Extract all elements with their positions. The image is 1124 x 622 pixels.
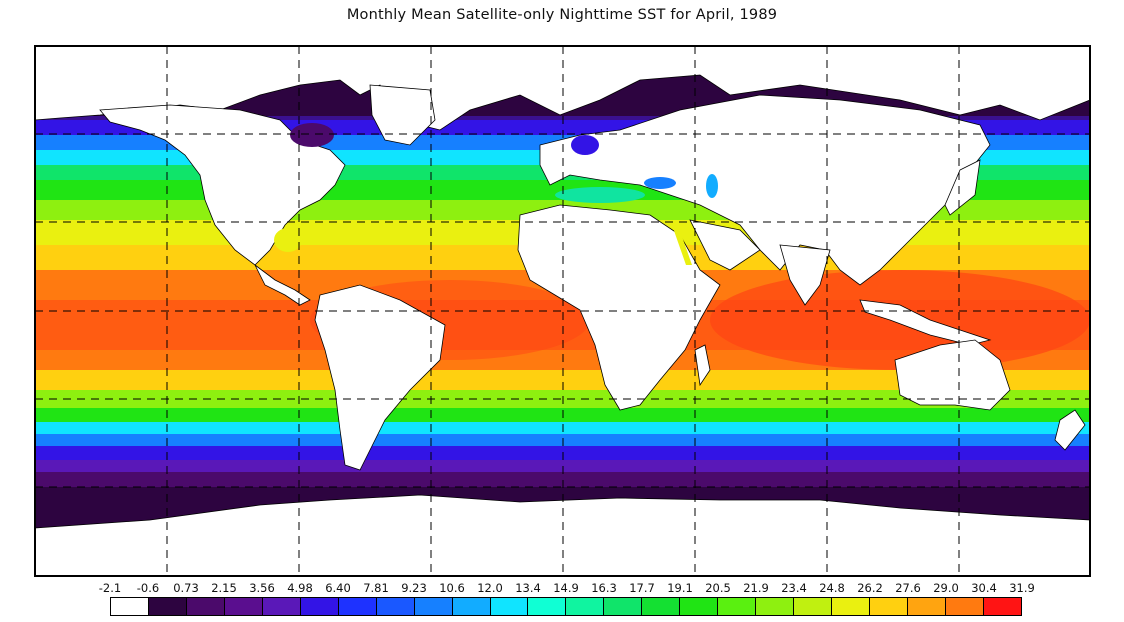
colorbar-tick-label: 16.3 [591, 581, 617, 595]
colorbar-swatch [148, 598, 187, 615]
colorbar-swatch [490, 598, 529, 615]
eurasia [539, 94, 991, 286]
colorbar-tick-labels: -2.1 -0.6 0.73 2.15 3.56 4.98 6.40 7.81 9.23 10.6… [0, 581, 1124, 597]
colorbar-tick-label: 27.6 [895, 581, 921, 595]
colorbar-swatch [224, 598, 263, 615]
colorbar-tick-label: 13.4 [515, 581, 541, 595]
colorbar-swatch [262, 598, 301, 615]
africa [517, 204, 721, 411]
mediterranean [555, 187, 645, 203]
colorbar-tick-label: 19.1 [667, 581, 693, 595]
colorbar-tick-label: 26.2 [857, 581, 883, 595]
colorbar-tick-label: 20.5 [705, 581, 731, 595]
sst-map [34, 45, 1091, 577]
colorbar-tick-label: 24.8 [819, 581, 845, 595]
black-sea [644, 177, 676, 189]
madagascar [694, 344, 711, 387]
colorbar-tick-label: 7.81 [363, 581, 389, 595]
colorbar-swatch [945, 598, 984, 615]
arabia [689, 219, 761, 271]
colorbar-swatch [338, 598, 377, 615]
colorbar-tick-label: 4.98 [287, 581, 313, 595]
hudson-bay [290, 123, 334, 147]
colorbar-swatch [642, 598, 681, 615]
colorbar-tick-label: 14.9 [553, 581, 579, 595]
colorbar-tick-label: 3.56 [249, 581, 275, 595]
baltic-sea [571, 135, 599, 155]
red-sea [672, 225, 692, 265]
inland-seas [274, 123, 718, 265]
colorbar-tick-label: 21.9 [743, 581, 769, 595]
page-title: Monthly Mean Satellite-only Nighttime SS… [346, 7, 778, 23]
colorbar-tick-label: -0.6 [136, 581, 160, 595]
greenland [369, 84, 436, 146]
colorbar-swatch [452, 598, 491, 615]
colorbar-tick-label: 23.4 [781, 581, 807, 595]
colorbar-swatch [832, 598, 871, 615]
caspian-sea [706, 174, 718, 198]
colorbar-swatch [718, 598, 757, 615]
map-frame [34, 45, 1091, 577]
south-america [314, 284, 446, 471]
colorbar-swatch [376, 598, 415, 615]
colorbar-swatch [983, 598, 1021, 615]
colorbar-tick-label: 2.15 [211, 581, 237, 595]
australia [894, 339, 1011, 411]
gulf-of-mexico [274, 228, 302, 252]
graticule [35, 46, 1090, 576]
central-america [254, 264, 311, 306]
colorbar-tick-label: 0.73 [173, 581, 199, 595]
colorbar-tick-label: 10.6 [439, 581, 465, 595]
colorbar-swatch [566, 598, 605, 615]
colorbar-swatch [528, 598, 567, 615]
colorbar-tick-label: 30.4 [971, 581, 997, 595]
colorbar-swatch [111, 598, 149, 615]
colorbar-swatch [794, 598, 833, 615]
colorbar-swatch [186, 598, 225, 615]
japan [944, 159, 981, 216]
colorbar [110, 597, 1022, 616]
colorbar-swatch [756, 598, 795, 615]
colorbar-tick-label: 12.0 [477, 581, 503, 595]
colorbar-swatch [680, 598, 719, 615]
colorbar-swatch [300, 598, 339, 615]
colorbar-swatch [604, 598, 643, 615]
colorbar-tick-label: 6.40 [325, 581, 351, 595]
new-zealand [1054, 409, 1086, 451]
colorbar-tick-label: 29.0 [933, 581, 959, 595]
colorbar-tick-label: 31.9 [1009, 581, 1035, 595]
colorbar-tick-label: 9.23 [401, 581, 427, 595]
colorbar-tick-label: 17.7 [629, 581, 655, 595]
colorbar-swatch [908, 598, 946, 615]
india [779, 244, 831, 306]
colorbar-tick-label: -2.1 [98, 581, 122, 595]
colorbar-swatch [414, 598, 453, 615]
colorbar-swatch [870, 598, 909, 615]
